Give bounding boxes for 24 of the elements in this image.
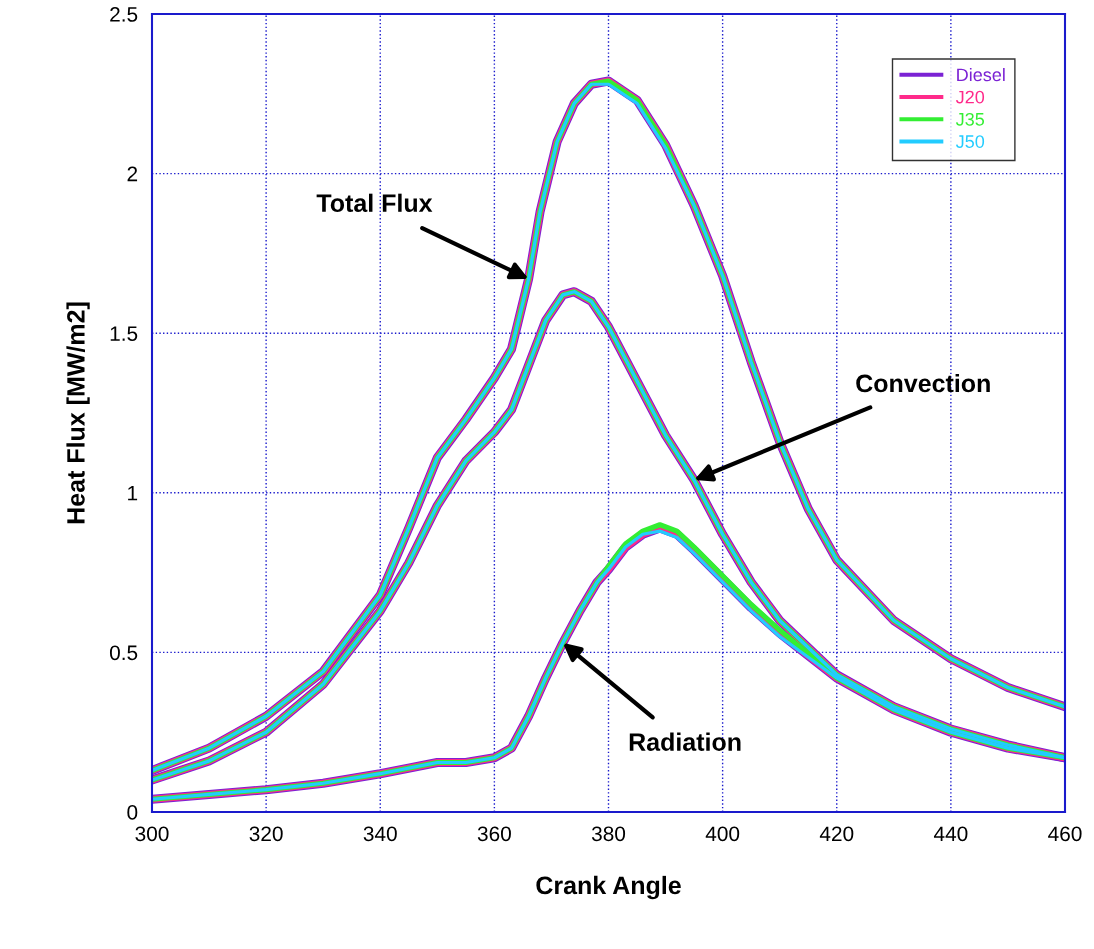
x-tick-label: 400 xyxy=(705,826,740,842)
y-tick-label: 1.5 xyxy=(110,326,138,341)
x-tick-label: 420 xyxy=(819,826,854,842)
legend-label: J20 xyxy=(955,90,985,104)
annotation: Convection xyxy=(856,373,990,393)
legend-label: Diesel xyxy=(957,67,1005,82)
y-tick-label: 0.5 xyxy=(109,645,138,661)
x-tick-label: 320 xyxy=(249,826,283,842)
y-tick-label: 1 xyxy=(128,486,138,501)
y-tick-label: 2.5 xyxy=(110,7,138,22)
x-tick-label: 360 xyxy=(477,826,511,842)
y-tick-label: 0 xyxy=(127,805,138,820)
x-tick-label: 300 xyxy=(135,826,169,842)
x-tick-label: 380 xyxy=(591,826,626,842)
legend-label: J35 xyxy=(955,112,985,126)
y-axis-title: Heat Flux [MW/m2] xyxy=(66,302,90,524)
annotation: Radiation xyxy=(629,732,741,751)
annotation: Total Flux xyxy=(316,193,433,213)
x-tick-label: 440 xyxy=(933,826,968,842)
x-tick-label: 340 xyxy=(363,826,397,842)
x-axis-title: Crank Angle xyxy=(536,875,681,900)
x-tick-label: 460 xyxy=(1048,826,1082,842)
legend-label: J50 xyxy=(955,135,985,148)
y-tick-label: 2 xyxy=(127,166,138,182)
